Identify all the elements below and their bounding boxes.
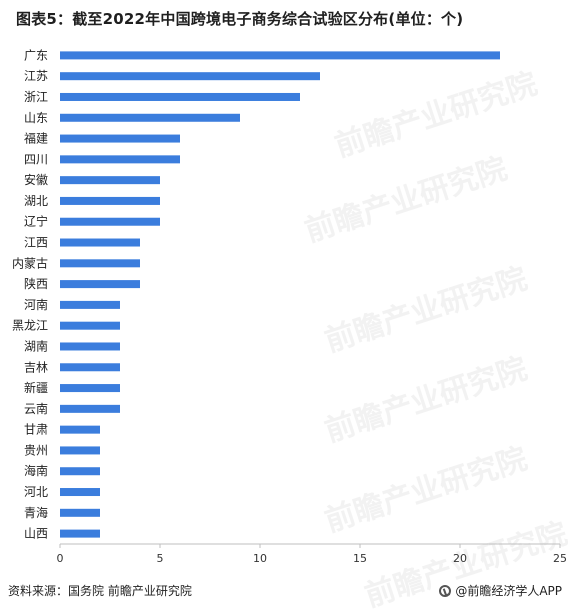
bar-2 [60,92,300,101]
category-label: 云南 [24,401,48,416]
bar-22 [60,508,100,517]
x-tick-label: 20 [453,552,467,565]
bar-14 [60,342,120,351]
bar-15 [60,363,120,372]
category-label: 河南 [24,297,48,312]
category-label: 安徽 [24,172,48,187]
x-ticks-group: 0 5 10 15 20 25 [57,544,567,565]
bars-group [60,51,500,538]
x-tick-label: 25 [553,552,567,565]
category-label: 山西 [24,527,48,541]
bar-20 [60,467,100,476]
chart-title: 图表5：截至2022年中国跨境电子商务综合试验区分布(单位：个) [16,10,464,28]
category-label: 甘肃 [24,423,48,437]
category-label: 黑龙江 [12,319,48,333]
bar-4 [60,134,180,143]
source-note: 资料来源：国务院 前瞻产业研究院 [8,584,192,598]
category-label: 青海 [24,505,48,520]
bar-0 [60,51,500,60]
bar-23 [60,529,100,538]
category-label: 福建 [24,131,48,146]
category-label: 江苏 [24,69,48,83]
bar-9 [60,238,140,247]
bar-7 [60,196,160,205]
bar-5 [60,155,180,164]
x-tick-label: 0 [57,552,64,565]
category-label: 四川 [24,152,48,166]
qianzhan-logo-icon [439,584,452,597]
bar-chart: 广东江苏浙江山东福建四川安徽湖北辽宁江西内蒙古陕西河南黑龙江湖南吉林新疆云南甘肃… [12,48,567,565]
category-label: 贵州 [24,443,48,457]
bar-10 [60,259,140,268]
bar-17 [60,404,120,413]
bar-3 [60,113,240,122]
bar-6 [60,176,160,185]
bar-12 [60,300,120,309]
bar-21 [60,488,100,497]
category-label: 吉林 [24,360,48,374]
category-label: 新疆 [24,380,48,395]
bar-13 [60,321,120,330]
brand-credit: @前瞻经济学人APP [439,582,562,599]
x-tick-label: 10 [253,552,267,565]
x-tick-label: 15 [353,552,367,565]
category-label: 湖南 [24,338,48,353]
category-labels-group: 广东江苏浙江山东福建四川安徽湖北辽宁江西内蒙古陕西河南黑龙江湖南吉林新疆云南甘肃… [12,48,48,540]
bar-18 [60,425,100,434]
category-label: 广东 [24,48,48,62]
category-label: 山东 [24,111,48,125]
x-tick-label: 5 [157,552,164,565]
category-label: 辽宁 [24,214,48,229]
category-label: 江西 [24,236,48,250]
bar-8 [60,217,160,226]
category-label: 内蒙古 [12,255,48,270]
brand-text: @前瞻经济学人APP [455,584,562,598]
category-label: 海南 [24,463,48,478]
category-label: 湖北 [24,193,48,208]
category-label: 浙江 [24,90,48,104]
bar-1 [60,72,320,81]
category-label: 陕西 [24,276,48,291]
bar-16 [60,384,120,393]
bar-11 [60,280,140,289]
bar-19 [60,446,100,455]
category-label: 河北 [24,485,48,499]
